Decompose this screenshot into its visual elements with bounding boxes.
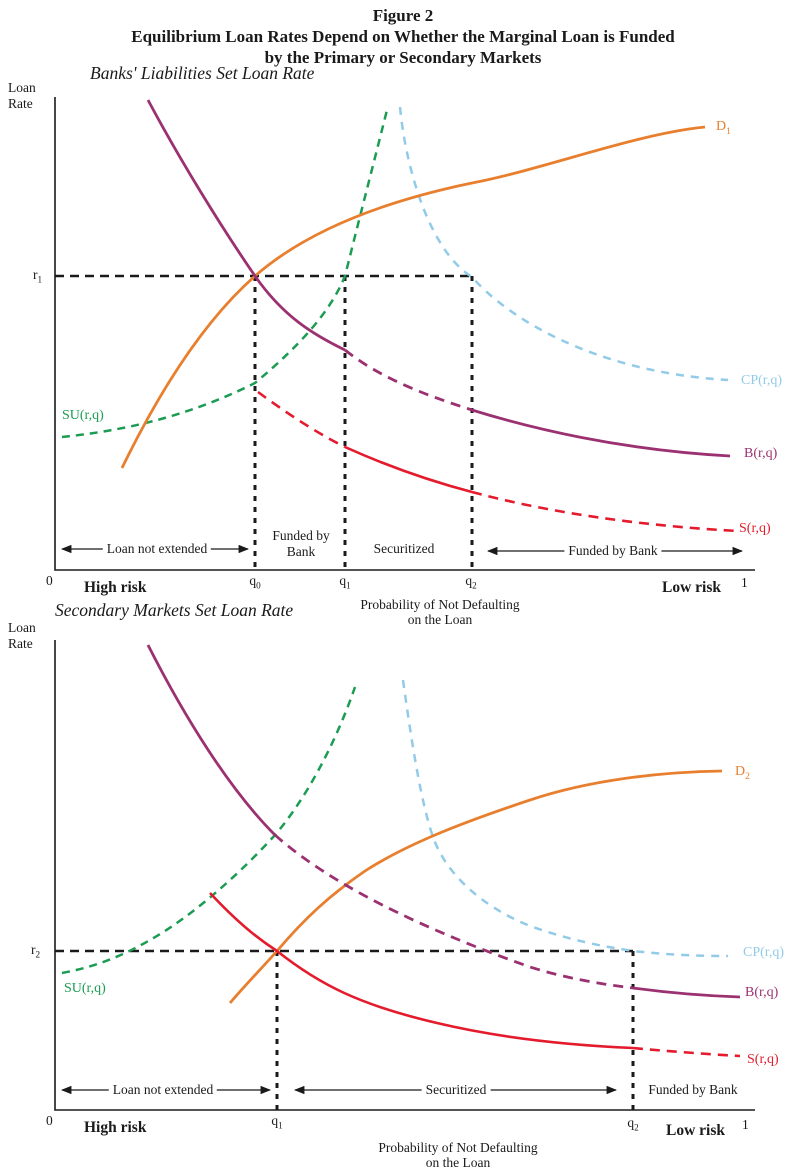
panel2-axes — [54, 640, 755, 1111]
panel2-secondary-curve-solid — [209, 892, 634, 1050]
panel2-x-axis-title-line1: Probability of Not Defaulting — [378, 1140, 538, 1155]
panel2-bank-curve-solid-right — [632, 986, 741, 999]
panel2-bank-curve-solid-left — [146, 644, 276, 836]
panel1-axes — [54, 97, 755, 571]
panel1-x-axis-title-line1: Probability of Not Defaulting — [360, 597, 520, 612]
panel2-low-risk-label: Low risk — [666, 1122, 725, 1139]
panel1-su-label: SU(r,q) — [62, 408, 104, 423]
figure-title-line1: Equilibrium Loan Rates Depend on Whether… — [131, 27, 675, 46]
panel1-cp-label: CP(r,q) — [741, 373, 783, 388]
panel2-bank-label: B(r,q) — [745, 985, 779, 1000]
figure-title-line2: by the Primary or Secondary Markets — [264, 48, 542, 67]
panel2-secondary-curve-dashed — [632, 1046, 741, 1058]
panel1-region-not-extended: Loan not extended — [102, 542, 212, 556]
panel2-high-risk-label: High risk — [84, 1119, 147, 1136]
panel1-x-zero: 0 — [46, 573, 53, 588]
panel1-region-funded-right: Funded by Bank — [564, 544, 662, 558]
panel2-x-one: 1 — [742, 1117, 749, 1132]
panel1-secondary-curve-dashed-left — [257, 390, 346, 449]
panel1-y-axis-label-line2: Rate — [8, 96, 33, 111]
panel2-demand-curve — [228, 769, 723, 1004]
panel1-bank-curve-solid-right — [471, 408, 731, 458]
panel1-bank-label: B(r,q) — [744, 446, 778, 461]
panel1-demand-curve — [120, 125, 706, 469]
panel1-region-funded-mid-line2: Bank — [286, 544, 316, 559]
panel2-demand-label: D2 — [735, 764, 750, 782]
panel2-x-axis-title: Probability of Not Defaulting on the Loa… — [378, 1140, 537, 1170]
panel1-cp-curve — [398, 106, 729, 382]
panel1-low-risk-label: Low risk — [662, 579, 721, 596]
panel1-secondary-label: S(r,q) — [739, 521, 771, 536]
panel2-x-zero: 0 — [46, 1113, 53, 1128]
panel1-region-funded-mid-line1: Funded by — [272, 528, 330, 543]
panel1-q2-tick-label: q2 — [465, 573, 477, 591]
panel2-q2-tick-label: q2 — [627, 1115, 639, 1133]
panel1-demand-label: D1 — [716, 119, 731, 137]
panel1-region-funded-mid: Funded by Bank — [272, 528, 329, 560]
panel1-x-one: 1 — [741, 575, 748, 590]
panel1-bank-curve-dashed — [344, 348, 473, 412]
panel2-cp-curve — [401, 679, 729, 958]
panel2-cp-label: CP(r,q) — [743, 945, 785, 960]
panel2-subtitle: Secondary Markets Set Loan Rate — [55, 600, 294, 620]
panel2-y-axis-label-line1: Loan — [8, 620, 36, 635]
panel2-r2-label: r2 — [31, 942, 41, 960]
panel2-region-not-extended: Loan not extended — [108, 1083, 218, 1097]
panel1-subtitle: Banks' Liabilities Set Loan Rate — [90, 63, 315, 83]
panel1-x-axis-title: Probability of Not Defaulting on the Loa… — [360, 597, 519, 627]
panel2-su-label: SU(r,q) — [64, 981, 106, 996]
panel2-su-curve — [61, 686, 357, 975]
panel2-x-axis-title-line2: on the Loan — [425, 1155, 491, 1170]
panel1-bank-curve-solid-left — [146, 99, 346, 352]
panel1-secondary-curve-solid — [344, 445, 473, 494]
panel2-bank-curve-dashed — [274, 833, 634, 990]
panel1-su-curve — [61, 105, 390, 439]
panel1-x-axis-title-line2: on the Loan — [407, 612, 473, 627]
panel2-y-axis-label-line2: Rate — [8, 636, 33, 651]
panel1-q0-tick-label: q0 — [249, 573, 261, 591]
panel2-region-securitized: Securitized — [421, 1083, 491, 1097]
panel1-region-securitized: Securitized — [373, 541, 435, 556]
panel1-y-axis-label-line1: Loan — [8, 80, 36, 95]
figure-number: Figure 2 — [372, 6, 434, 25]
panel1-r1-label: r1 — [33, 267, 43, 285]
panel1-secondary-curve-dashed-right — [471, 490, 739, 533]
panel2-region-funded-right: Funded by Bank — [648, 1082, 738, 1097]
panel1-high-risk-label: High risk — [84, 579, 147, 596]
panel2-q1-tick-label: q1 — [271, 1113, 283, 1131]
panel1-q1-tick-label: q1 — [339, 573, 351, 591]
panel2-secondary-label: S(r,q) — [747, 1052, 779, 1067]
